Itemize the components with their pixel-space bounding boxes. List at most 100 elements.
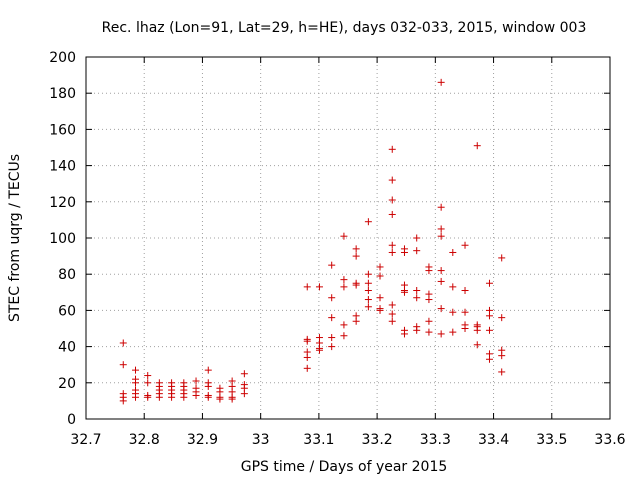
data-point xyxy=(340,332,348,340)
data-point xyxy=(119,361,127,369)
data-point xyxy=(364,296,372,304)
data-point xyxy=(352,245,360,253)
data-point xyxy=(303,337,311,345)
data-point xyxy=(364,218,372,226)
data-point xyxy=(315,346,323,354)
data-point xyxy=(449,248,457,256)
data-point xyxy=(437,330,445,338)
y-tick-labels: 0 20 40 60 80 100 120 140 160 180 200 xyxy=(49,50,76,428)
data-point xyxy=(352,317,360,325)
data-point xyxy=(204,366,212,374)
data-point xyxy=(473,341,481,349)
x-tick-label: 32.9 xyxy=(187,432,218,448)
data-point xyxy=(425,317,433,325)
y-tick-label: 100 xyxy=(49,231,76,247)
data-point xyxy=(413,286,421,294)
data-point xyxy=(240,370,248,378)
data-point xyxy=(388,301,396,309)
data-point xyxy=(144,379,152,387)
data-point xyxy=(437,277,445,285)
data-point xyxy=(449,308,457,316)
x-tick-label: 32.8 xyxy=(129,432,160,448)
data-point xyxy=(144,393,152,401)
data-point xyxy=(388,248,396,256)
data-point xyxy=(131,393,139,401)
data-point xyxy=(352,252,360,260)
data-point xyxy=(388,310,396,318)
data-point xyxy=(328,294,336,302)
data-point xyxy=(449,283,457,291)
x-tick-label: 33.4 xyxy=(478,432,509,448)
data-point xyxy=(485,326,493,334)
data-point xyxy=(388,210,396,218)
data-point xyxy=(376,306,384,314)
x-tick-label: 33.1 xyxy=(303,432,334,448)
data-point xyxy=(204,393,212,401)
data-point xyxy=(400,330,408,338)
data-point xyxy=(425,267,433,275)
data-point xyxy=(119,397,127,405)
y-tick-label: 140 xyxy=(49,159,76,175)
data-point xyxy=(485,312,493,320)
data-point xyxy=(485,279,493,287)
grid-lines xyxy=(86,57,610,419)
data-points xyxy=(119,78,506,405)
data-point xyxy=(328,314,336,322)
data-point xyxy=(315,283,323,291)
data-point xyxy=(388,196,396,204)
y-tick-label: 180 xyxy=(49,86,76,102)
x-tick-label: 33.3 xyxy=(420,432,451,448)
data-point xyxy=(413,294,421,302)
data-point xyxy=(376,272,384,280)
data-point xyxy=(131,379,139,387)
data-point xyxy=(400,288,408,296)
data-point xyxy=(461,308,469,316)
data-point xyxy=(437,225,445,233)
data-point xyxy=(449,328,457,336)
x-tick-label: 32.7 xyxy=(70,432,101,448)
data-point xyxy=(364,286,372,294)
data-point xyxy=(328,261,336,269)
data-point xyxy=(461,241,469,249)
data-point xyxy=(413,326,421,334)
data-point xyxy=(303,353,311,361)
data-point xyxy=(498,368,506,376)
data-point xyxy=(119,339,127,347)
data-point xyxy=(131,366,139,374)
data-point xyxy=(437,203,445,211)
x-tick-labels: 32.7 32.8 32.9 33 33.1 33.2 33.3 33.4 33.5 33.6 xyxy=(70,432,625,448)
data-point xyxy=(498,352,506,360)
data-point xyxy=(485,355,493,363)
data-point xyxy=(180,393,188,401)
data-point xyxy=(352,281,360,289)
data-point xyxy=(400,248,408,256)
data-point xyxy=(376,263,384,271)
data-point xyxy=(388,241,396,249)
data-point xyxy=(192,377,200,385)
y-tick-label: 40 xyxy=(58,340,76,356)
axis-ticks xyxy=(85,56,611,420)
data-point xyxy=(204,382,212,390)
data-point xyxy=(155,393,163,401)
data-point xyxy=(498,254,506,262)
data-point xyxy=(437,267,445,275)
data-point xyxy=(144,372,152,380)
data-point xyxy=(437,232,445,240)
data-point xyxy=(388,176,396,184)
data-point xyxy=(240,390,248,398)
data-point xyxy=(376,294,384,302)
data-point xyxy=(340,283,348,291)
data-point xyxy=(340,321,348,329)
data-point xyxy=(364,303,372,311)
data-point xyxy=(303,283,311,291)
y-tick-label: 120 xyxy=(49,195,76,211)
plot-frame xyxy=(85,56,611,420)
data-point xyxy=(473,142,481,150)
data-point xyxy=(437,78,445,86)
data-point xyxy=(425,296,433,304)
x-axis-label: GPS time / Days of year 2015 xyxy=(241,459,448,475)
x-tick-label: 33.5 xyxy=(536,432,567,448)
x-tick-label: 33.2 xyxy=(362,432,393,448)
data-point xyxy=(168,393,176,401)
data-point xyxy=(328,334,336,342)
